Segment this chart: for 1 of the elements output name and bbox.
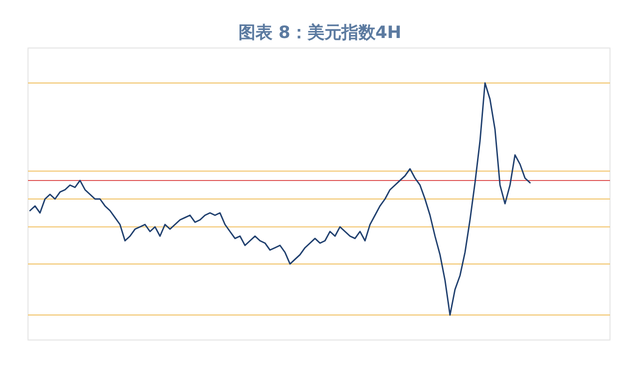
chart-title: 图表 8：美元指数4H: [238, 23, 402, 43]
